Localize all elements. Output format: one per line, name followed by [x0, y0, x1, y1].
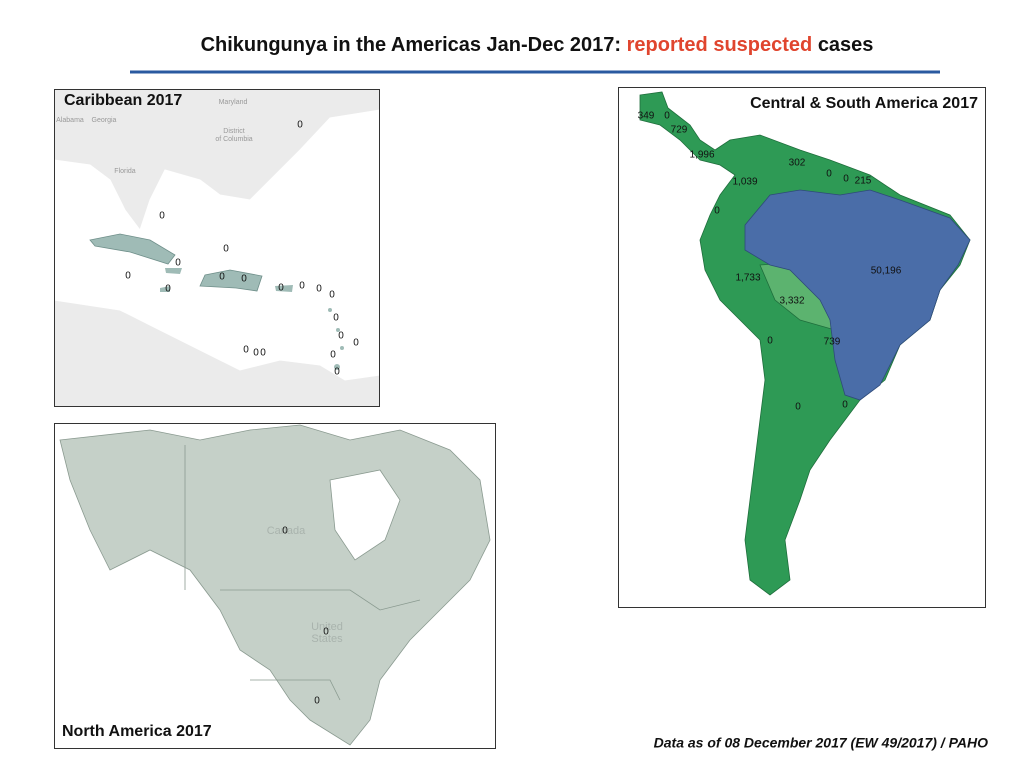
case-label: 0 [175, 258, 181, 269]
case-label: 0 [219, 272, 225, 283]
case-label: 0 [165, 284, 171, 295]
place-name: Maryland [219, 99, 248, 106]
case-label: 0 [253, 348, 259, 359]
north-america-map [54, 423, 496, 749]
case-label: 729 [671, 125, 688, 136]
case-label: 0 [314, 696, 320, 707]
place-name: States [311, 633, 343, 645]
case-label: 0 [241, 274, 247, 285]
case-label: 0 [330, 350, 336, 361]
case-label: 0 [664, 111, 670, 122]
case-label: 0 [316, 284, 322, 295]
case-label: 0 [223, 244, 229, 255]
case-label: 0 [795, 402, 801, 413]
panel-frame [618, 87, 986, 608]
case-label: 1,039 [732, 177, 757, 188]
place-name: Florida [114, 168, 136, 175]
case-label: 0 [842, 400, 848, 411]
case-label: 0 [282, 526, 288, 537]
case-label: 0 [297, 120, 303, 131]
case-label: 1,733 [735, 273, 760, 284]
case-label: 215 [855, 176, 872, 187]
case-label: 0 [243, 345, 249, 356]
case-label: 0 [338, 331, 344, 342]
place-name: United [311, 621, 343, 633]
case-label: 349 [638, 111, 655, 122]
case-label: 0 [278, 283, 284, 294]
slide-title: Chikungunya in the Americas Jan-Dec 2017… [201, 34, 874, 56]
case-label: 0 [826, 169, 832, 180]
case-label: 739 [824, 337, 841, 348]
case-label: 0 [329, 290, 335, 301]
case-label: 0 [767, 336, 773, 347]
case-label: 0 [299, 281, 305, 292]
place-name: District [223, 128, 244, 135]
case-label: 0 [260, 348, 266, 359]
place-name: Georgia [92, 117, 117, 124]
panel-frame [54, 89, 380, 407]
panel-title: Caribbean 2017 [64, 92, 182, 109]
caribbean-map [54, 89, 380, 407]
case-label: 3,332 [779, 296, 804, 307]
case-label: 302 [789, 158, 806, 169]
case-label: 0 [353, 338, 359, 349]
case-label: 0 [323, 627, 329, 638]
panel-frame [54, 423, 496, 749]
case-label: 0 [334, 367, 340, 378]
case-label: 0 [843, 174, 849, 185]
case-label: 0 [159, 211, 165, 222]
case-label: 0 [714, 206, 720, 217]
south-america-map [618, 87, 986, 608]
place-name: Alabama [56, 117, 84, 124]
place-name: of Columbia [215, 136, 252, 143]
footnote: Data as of 08 December 2017 (EW 49/2017)… [654, 735, 988, 751]
case-label: 1,996 [689, 150, 714, 161]
case-label: 50,196 [871, 266, 902, 277]
case-label: 0 [125, 271, 131, 282]
panel-title: North America 2017 [62, 723, 212, 740]
case-label: 0 [333, 313, 339, 324]
place-name: Canada [267, 525, 306, 537]
panel-title: Central & South America 2017 [750, 95, 978, 112]
